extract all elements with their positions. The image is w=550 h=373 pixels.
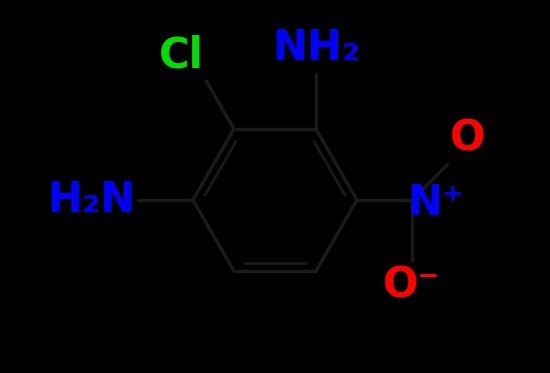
- Text: H₂N: H₂N: [47, 179, 135, 221]
- Text: O⁻: O⁻: [383, 265, 441, 307]
- Text: NH₂: NH₂: [272, 27, 360, 69]
- Text: O: O: [450, 117, 486, 160]
- Text: Cl: Cl: [158, 34, 204, 76]
- Text: N⁺: N⁺: [407, 182, 464, 224]
